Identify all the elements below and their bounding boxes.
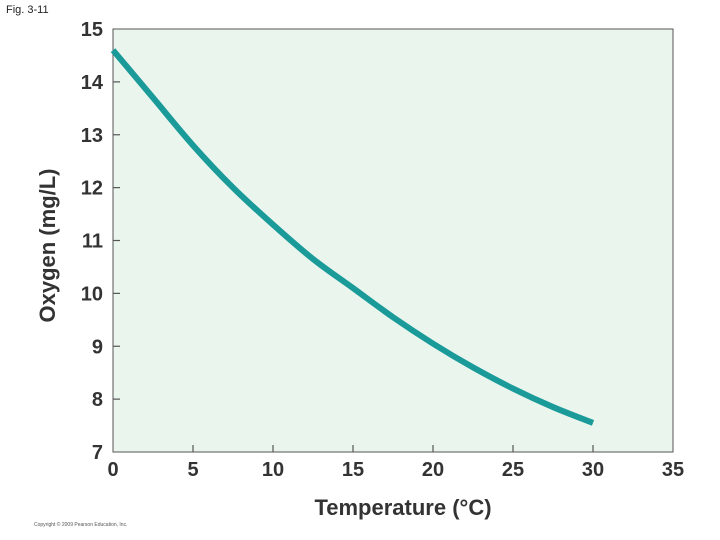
x-tick-label: 20 [422,459,444,481]
y-tick-label: 15 [81,19,103,41]
x-tick-label: 35 [662,459,684,481]
x-tick-label: 30 [582,459,604,481]
x-axis-label: Temperature (°C) [314,495,491,520]
y-tick-label: 14 [81,72,104,94]
x-tick-label: 5 [187,459,198,481]
x-tick-label: 15 [342,459,364,481]
oxygen-curve [110,48,595,426]
y-tick-label: 12 [81,178,103,200]
x-axis-ticks: 0 5 10 15 20 25 30 35 [107,445,684,481]
y-axis-label: Oxygen (mg/L) [35,168,60,322]
y-tick-label: 10 [81,283,103,305]
y-tick-label: 9 [92,336,103,358]
plot-area [112,28,674,453]
x-tick-label: 10 [262,459,284,481]
y-tick-label: 7 [92,442,103,464]
y-tick-label: 8 [92,389,103,411]
series-layer [110,48,595,426]
figure-label: Fig. 3-11 [6,4,49,16]
x-tick-label: 25 [502,459,524,481]
x-tick-label: 0 [107,459,118,481]
copyright-notice: Copyright © 2009 Pearson Education, Inc. [34,522,128,528]
y-tick-label: 11 [82,231,103,253]
y-axis-ticks: 7 8 9 10 11 12 13 14 15 [81,19,120,464]
y-tick-label: 13 [81,125,103,147]
